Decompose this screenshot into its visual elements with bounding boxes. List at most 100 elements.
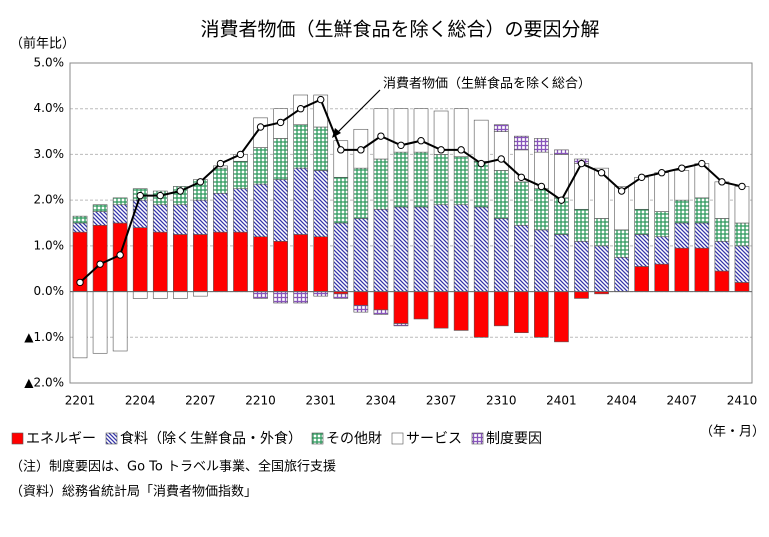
bar xyxy=(554,291,569,343)
bar xyxy=(173,234,188,292)
x-tick-label: 2207 xyxy=(185,394,216,408)
x-tick-label: 2204 xyxy=(125,394,156,408)
bar xyxy=(253,183,268,238)
line-marker xyxy=(718,178,726,186)
bar xyxy=(353,218,369,292)
line xyxy=(79,98,743,284)
y-tick-label: 2.0% xyxy=(34,193,65,207)
bar xyxy=(654,211,670,238)
annotation-arrowhead xyxy=(332,128,341,138)
line-marker xyxy=(136,191,144,200)
bar xyxy=(393,291,409,324)
bar xyxy=(594,245,609,292)
bar xyxy=(112,291,128,352)
note: （資料）総務省統計局「消費者物価指数」 xyxy=(10,484,257,500)
bar xyxy=(594,167,609,219)
bar xyxy=(72,222,88,233)
bar xyxy=(714,240,730,272)
bar xyxy=(92,291,108,354)
bar xyxy=(574,240,589,292)
legend-swatch xyxy=(311,432,324,445)
bar xyxy=(92,224,108,292)
bar xyxy=(213,167,228,194)
bar xyxy=(132,227,148,292)
bar xyxy=(72,215,88,224)
bar xyxy=(634,208,649,235)
bar xyxy=(72,291,88,359)
bar xyxy=(233,231,248,292)
legend-label: その他財 xyxy=(326,431,382,447)
bar xyxy=(213,192,228,233)
bar xyxy=(514,181,529,226)
bar xyxy=(233,160,248,190)
bar xyxy=(333,293,349,299)
y-tick-label: 5.0% xyxy=(34,56,65,70)
bar xyxy=(373,291,389,311)
bar xyxy=(273,179,288,242)
line-marker xyxy=(377,132,385,140)
bar xyxy=(734,186,750,224)
line-marker xyxy=(597,169,606,177)
bar xyxy=(634,234,649,267)
bar xyxy=(453,204,469,292)
bar xyxy=(92,204,108,212)
line-marker xyxy=(517,173,526,181)
line-marker xyxy=(617,187,626,195)
x-tick-label: 2404 xyxy=(606,394,637,408)
bar xyxy=(453,108,469,158)
bar xyxy=(413,151,429,208)
line-marker xyxy=(276,118,285,127)
bar xyxy=(574,291,589,299)
bar xyxy=(313,236,329,292)
chart-title: 消費者物価（生鮮食品を除く総合）の要因分解 xyxy=(200,19,599,41)
bar xyxy=(173,291,188,299)
y-tick-label: 0.0% xyxy=(34,284,65,298)
bar xyxy=(634,176,649,210)
bar xyxy=(112,204,128,224)
bar xyxy=(233,188,248,233)
bar xyxy=(393,323,409,327)
bar xyxy=(273,240,288,292)
bar xyxy=(293,124,308,169)
bar xyxy=(674,170,690,201)
bar xyxy=(433,110,449,155)
bar xyxy=(313,126,329,171)
x-tick-label: 2301 xyxy=(305,394,336,408)
y-tick-label: 4.0% xyxy=(34,101,65,115)
bar xyxy=(554,234,569,292)
bar xyxy=(714,218,730,242)
bar xyxy=(193,234,208,292)
note: （注）制度要因は、Go To トラベル事業、全国旅行支援 xyxy=(10,459,336,475)
bar xyxy=(534,138,549,153)
y-tick-label: ▲1.0% xyxy=(24,330,64,344)
line-marker xyxy=(417,137,425,145)
bar xyxy=(614,229,629,258)
x-tick-label: 2310 xyxy=(486,394,517,408)
bar xyxy=(92,211,108,226)
line-marker xyxy=(477,159,485,168)
bar xyxy=(373,309,389,315)
x-tick-label: 2407 xyxy=(667,394,698,408)
x-tick-label: 2307 xyxy=(426,394,457,408)
bar xyxy=(253,291,268,299)
bar xyxy=(534,291,549,338)
bar xyxy=(353,167,369,219)
line-marker xyxy=(156,191,164,200)
bar xyxy=(534,229,549,292)
bar xyxy=(193,199,208,235)
line-marker xyxy=(96,260,104,268)
bar xyxy=(694,247,710,292)
bar xyxy=(493,170,509,219)
bar xyxy=(213,231,228,292)
y-tick-label: 3.0% xyxy=(34,147,65,161)
line-marker xyxy=(76,278,84,287)
bar xyxy=(654,263,670,292)
bar xyxy=(293,167,308,235)
bar xyxy=(594,218,609,247)
bar xyxy=(333,222,349,292)
line-marker xyxy=(437,146,445,154)
bar xyxy=(112,197,128,206)
line-marker xyxy=(637,173,646,181)
bar xyxy=(714,270,730,292)
line-marker xyxy=(236,150,245,159)
